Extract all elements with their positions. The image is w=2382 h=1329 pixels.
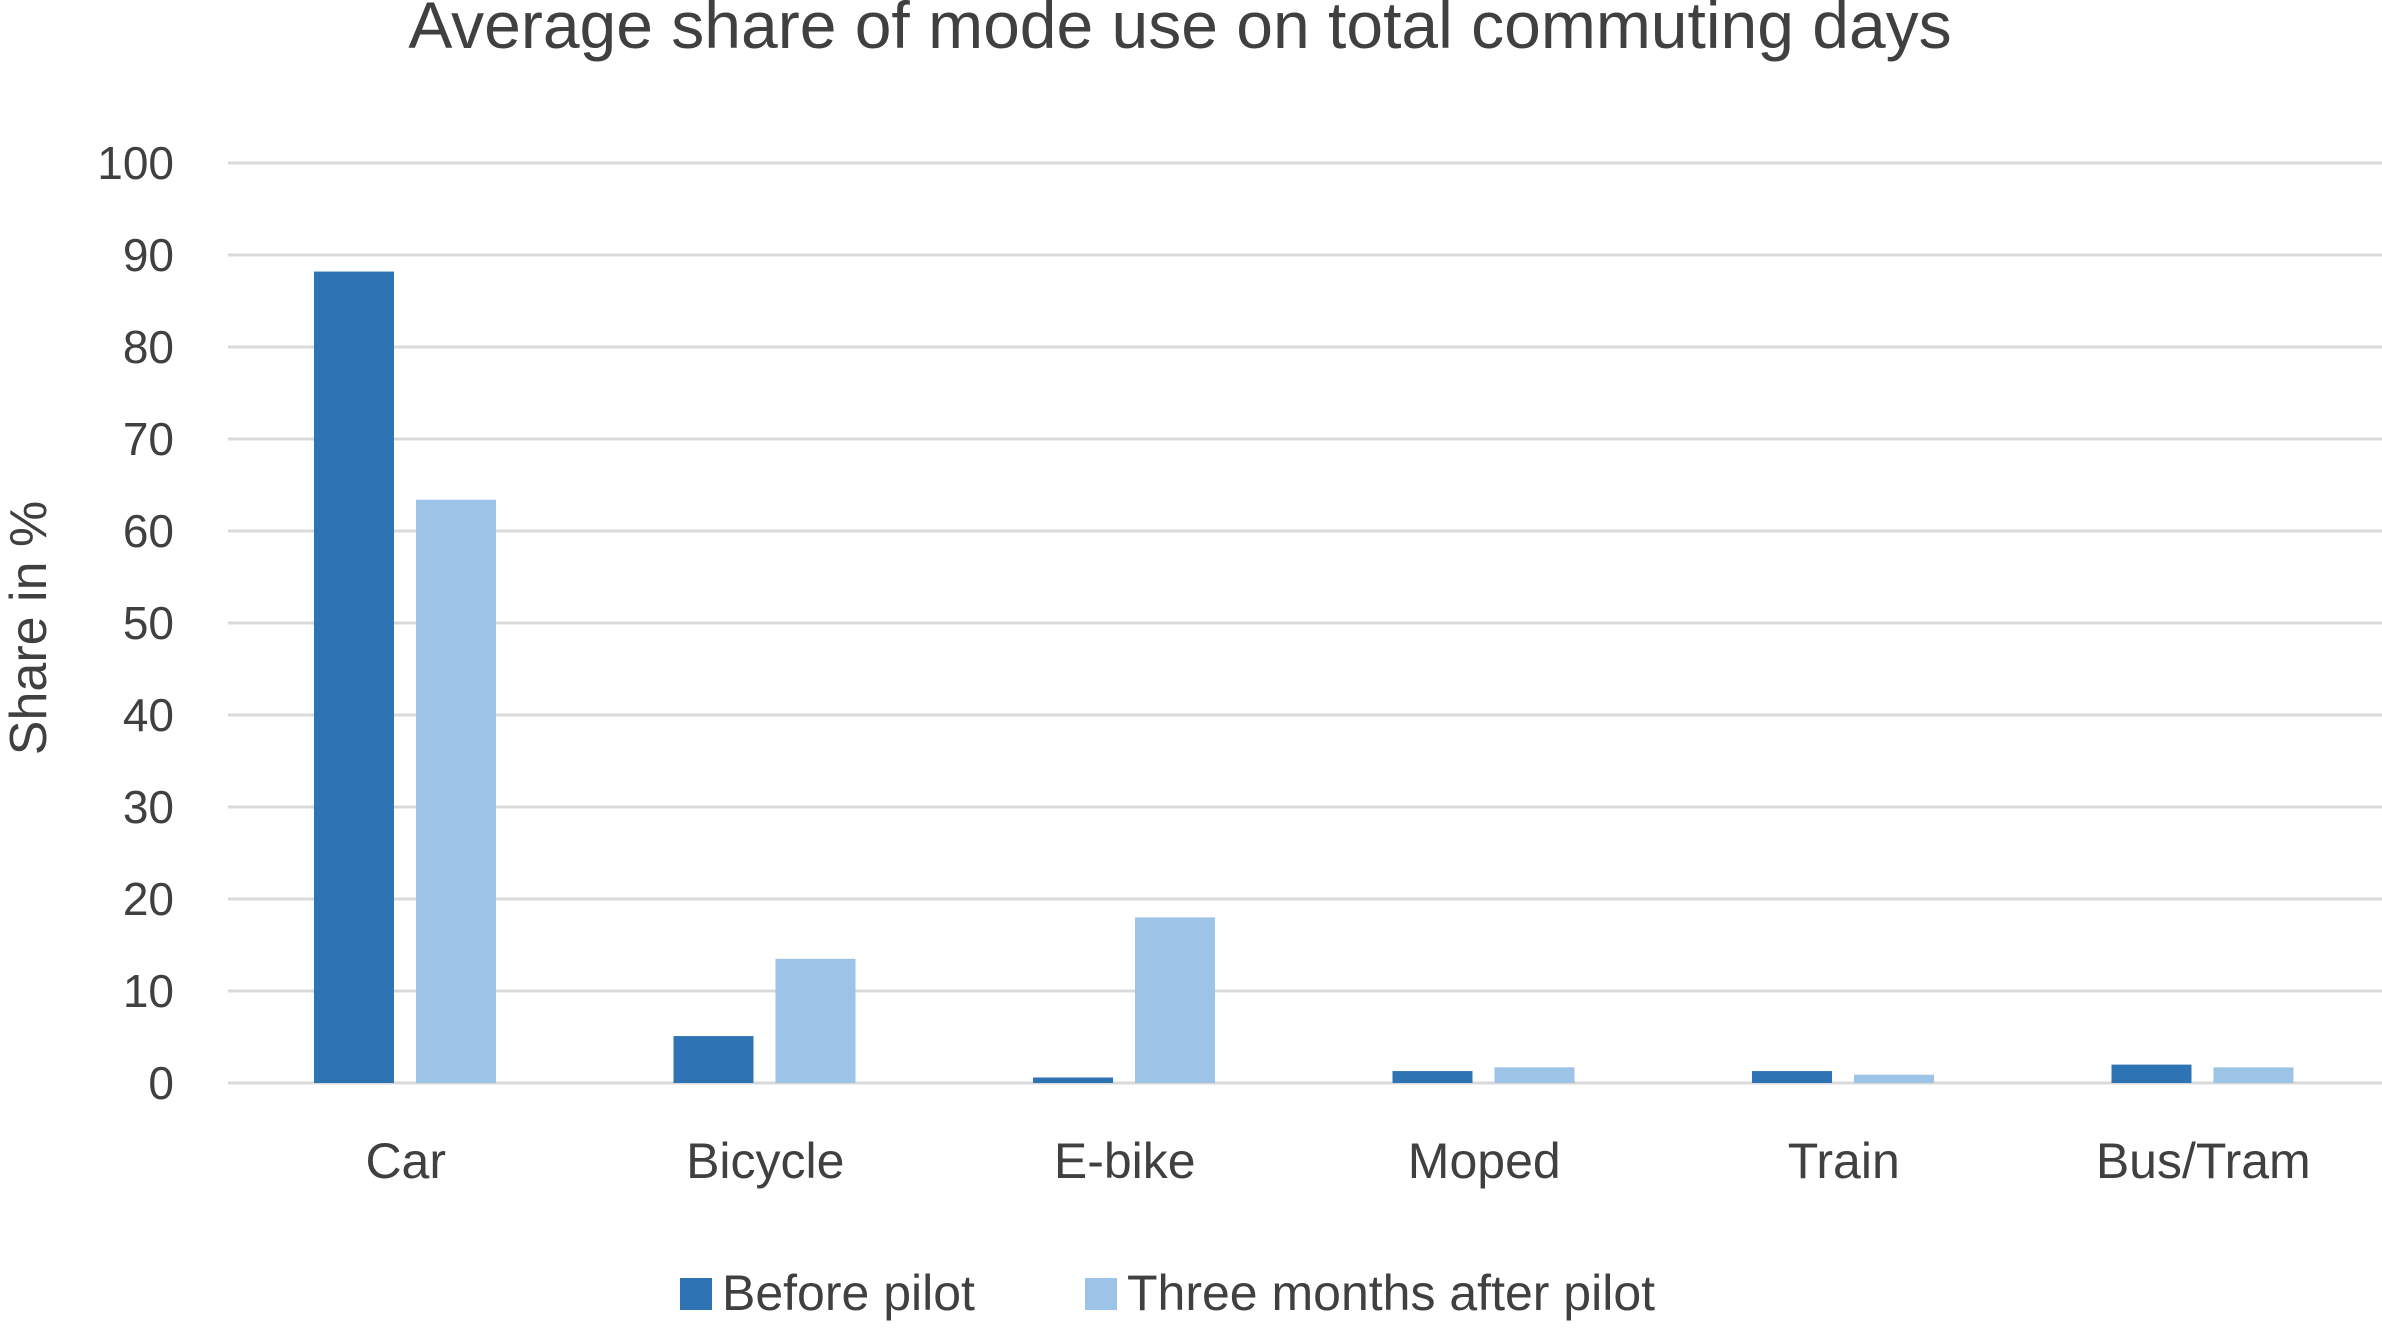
bar-car-series-1 [314,271,394,1083]
bars [314,271,2294,1084]
bar-moped-series-1 [1392,1071,1473,1083]
y-tick-label: 40 [123,689,174,741]
y-tick-label: 20 [123,873,174,925]
gridlines [228,161,2382,1085]
y-tick-label: 80 [123,321,174,373]
bar-bicycle-series-1 [673,1036,754,1083]
bar-moped-series-2 [1494,1067,1575,1083]
y-tick-label: 70 [123,413,174,465]
x-axis-labels: Car Bicycle E-bike Moped Train Bus/Tram [365,1133,2310,1189]
legend-label: Before pilot [722,1265,975,1321]
bar-car-series-2 [416,499,496,1084]
x-tick-label: Train [1788,1133,1900,1189]
y-axis-title: Share in % [0,501,58,755]
bar-bus-tram-series-2 [2213,1067,2294,1083]
y-tick-label: 0 [148,1057,174,1109]
y-tick-label: 50 [123,597,174,649]
bar-train-series-1 [1752,1071,1832,1083]
bar-bus-tram-series-1 [2111,1064,2192,1083]
x-tick-label: Bus/Tram [2096,1133,2311,1189]
x-tick-label: Moped [1408,1133,1561,1189]
y-tick-label: 90 [123,229,174,281]
y-tick-label: 30 [123,781,174,833]
chart-title: Average share of mode use on total commu… [408,0,1951,62]
y-axis-ticks: 0 10 20 30 40 50 60 70 80 90 100 [97,137,174,1109]
legend-swatch [1085,1278,1117,1310]
bar-bicycle-series-2 [775,958,856,1083]
legend: Before pilot Three months after pilot [680,1265,1655,1321]
y-tick-label: 100 [97,137,174,189]
bar-e-bike-series-2 [1135,917,1215,1083]
x-tick-label: E-bike [1054,1133,1196,1189]
legend-label: Three months after pilot [1127,1265,1655,1321]
y-tick-label: 60 [123,505,174,557]
x-tick-label: Bicycle [686,1133,844,1189]
bar-train-series-2 [1854,1074,1934,1083]
x-tick-label: Car [365,1133,446,1189]
legend-swatch [680,1278,712,1310]
bar-e-bike-series-1 [1033,1077,1113,1083]
y-tick-label: 10 [123,965,174,1017]
